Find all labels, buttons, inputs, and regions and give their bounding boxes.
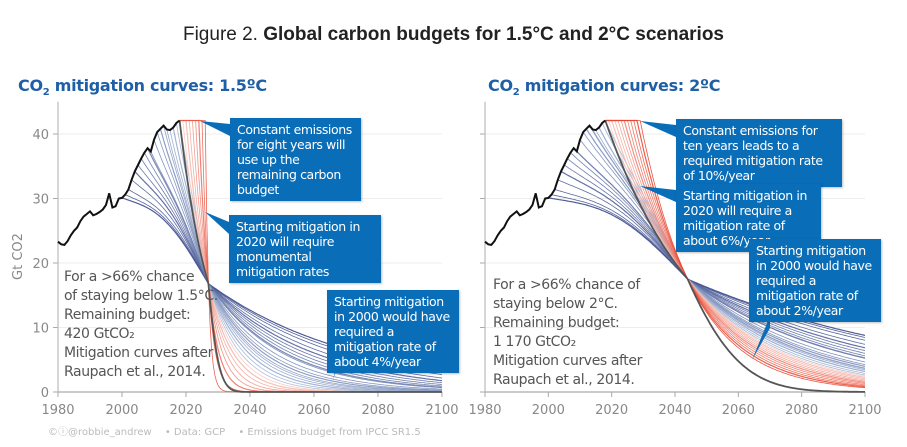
callout-constant-emissions-1-5c: Constant emissions for eight years will … [230,118,361,201]
central-mitigation-curve [178,120,442,393]
mitigation-curve [605,119,866,383]
x-tick-label: 2020 [595,403,628,418]
callout-pointer [640,121,676,137]
central-mitigation-curve [604,120,865,393]
mitigation-curve [134,171,443,382]
mitigation-curve [551,194,866,338]
y-tick-label: 10 [32,322,49,337]
x-tick-label: 1980 [468,403,501,418]
callout-start-2000-2c: Starting mitigation in 2000 would have r… [749,239,881,322]
title-co: CO [488,76,513,95]
panel-title-1-5c: CO2 mitigation curves: 1.5ºC [18,76,267,98]
historical-emissions-line [57,119,181,246]
callout-pointer [752,316,770,360]
mitigation-curve [560,170,866,349]
mitigation-curve [576,151,866,359]
x-tick-label: 1980 [41,403,74,418]
y-tick-label: 40 [32,128,49,143]
mitigation-curve [605,120,866,387]
y-axis-label: Gt CO2 [11,233,26,280]
callout-constant-emissions-2c: Constant emissions for ten years leads t… [676,119,842,187]
mitigation-curve [579,139,866,363]
mitigation-curve [137,164,443,384]
x-tick-label: 2060 [297,403,330,418]
callout-pointer [205,212,229,234]
mitigation-curve [598,127,866,372]
footer-data-source: • Data: GCP [164,427,226,438]
x-tick-label: 2020 [169,403,202,418]
mitigation-curve [557,179,866,345]
panel-title-2c: CO2 mitigation curves: 2ºC [488,76,720,98]
mitigation-curve [563,164,866,351]
mitigation-curve [605,120,866,380]
callout-pointer [640,186,676,202]
x-tick-label: 2000 [532,403,565,418]
x-tick-label: 2100 [848,403,881,418]
y-tick-label: 30 [32,193,49,208]
title-sub: 2 [42,87,50,99]
mitigation-curve [585,128,866,367]
x-tick-label: 2080 [361,403,394,418]
mitigation-curve [595,129,866,371]
figure-title: Figure 2. Global carbon budgets for 1.5°… [0,24,907,46]
mitigation-curve [582,131,866,365]
callout-start-2020-1-5c: Starting mitigation in 2020 will require… [229,215,381,283]
title-co: CO [18,76,43,95]
mitigation-curve [605,120,866,382]
x-tick-label: 2000 [105,403,138,418]
y-tick-label: 20 [32,257,49,272]
title-sub: 2 [512,87,520,99]
mitigation-curve [605,120,866,389]
mitigation-curve [605,119,866,378]
figure-title-main: Global carbon budgets for 1.5°C and 2°C … [263,24,724,45]
mitigation-curve [605,120,866,377]
figure-title-prefix: Figure 2. [182,24,264,45]
note-2c: For a >66% chance of staying below 2°C. … [493,277,642,388]
mitigation-curve [605,120,866,385]
note-1-5c: For a >66% chance of staying below 1.5°C… [64,269,218,380]
mitigation-curve [140,158,443,385]
callout-start-2000-1-5c: Starting mitigation in 2000 would have r… [327,290,459,373]
mitigation-curve [150,151,443,389]
x-tick-label: 2060 [722,403,755,418]
footer: ©ⓘ@robbie_andrew • Data: GCP • Emissions… [48,423,431,438]
x-tick-label: 2040 [233,403,266,418]
mitigation-curve [592,129,866,369]
mitigation-curve [605,120,866,381]
mitigation-curve [144,152,443,387]
mitigation-curve [153,139,443,390]
historical-emissions-line [484,119,606,246]
mitigation-curve [604,120,866,376]
mitigation-curve [570,152,866,357]
x-tick-label: 2040 [658,403,691,418]
callout-pointer [200,121,230,136]
x-tick-label: 2100 [425,403,458,418]
mitigation-curve [554,189,866,341]
title-rest: mitigation curves: 1.5ºC [49,76,267,95]
title-rest: mitigation curves: 2ºC [519,76,721,95]
mitigation-curve [601,122,866,374]
footer-budget-source: • Emissions budget from IPCC SR1.5 [238,427,421,438]
y-tick-label: 0 [41,386,49,401]
mitigation-curve [605,119,866,388]
mitigation-curve [567,158,866,354]
mitigation-curve [605,120,866,384]
footer-credit: ©ⓘ@robbie_andrew [48,427,152,438]
x-tick-label: 2080 [785,403,818,418]
